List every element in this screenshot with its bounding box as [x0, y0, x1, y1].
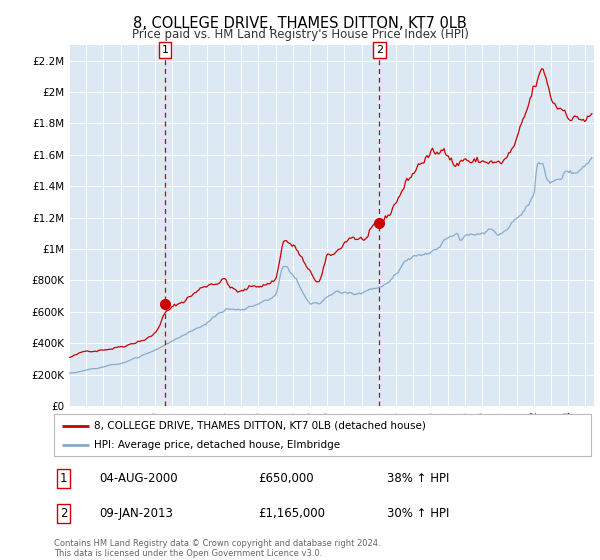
- Text: 8, COLLEGE DRIVE, THAMES DITTON, KT7 0LB: 8, COLLEGE DRIVE, THAMES DITTON, KT7 0LB: [133, 16, 467, 31]
- Text: 8, COLLEGE DRIVE, THAMES DITTON, KT7 0LB (detached house): 8, COLLEGE DRIVE, THAMES DITTON, KT7 0LB…: [94, 421, 426, 431]
- Text: 1: 1: [60, 472, 67, 485]
- Text: HPI: Average price, detached house, Elmbridge: HPI: Average price, detached house, Elmb…: [94, 440, 340, 450]
- Text: 30% ↑ HPI: 30% ↑ HPI: [387, 507, 449, 520]
- Text: 38% ↑ HPI: 38% ↑ HPI: [387, 472, 449, 485]
- Text: 2: 2: [60, 507, 67, 520]
- Text: 09-JAN-2013: 09-JAN-2013: [100, 507, 173, 520]
- Text: 04-AUG-2000: 04-AUG-2000: [100, 472, 178, 485]
- Text: 1: 1: [161, 45, 169, 55]
- Text: 2: 2: [376, 45, 383, 55]
- Text: £1,165,000: £1,165,000: [258, 507, 325, 520]
- Text: £650,000: £650,000: [258, 472, 314, 485]
- Text: Contains HM Land Registry data © Crown copyright and database right 2024.
This d: Contains HM Land Registry data © Crown c…: [54, 539, 380, 558]
- Text: Price paid vs. HM Land Registry's House Price Index (HPI): Price paid vs. HM Land Registry's House …: [131, 28, 469, 41]
